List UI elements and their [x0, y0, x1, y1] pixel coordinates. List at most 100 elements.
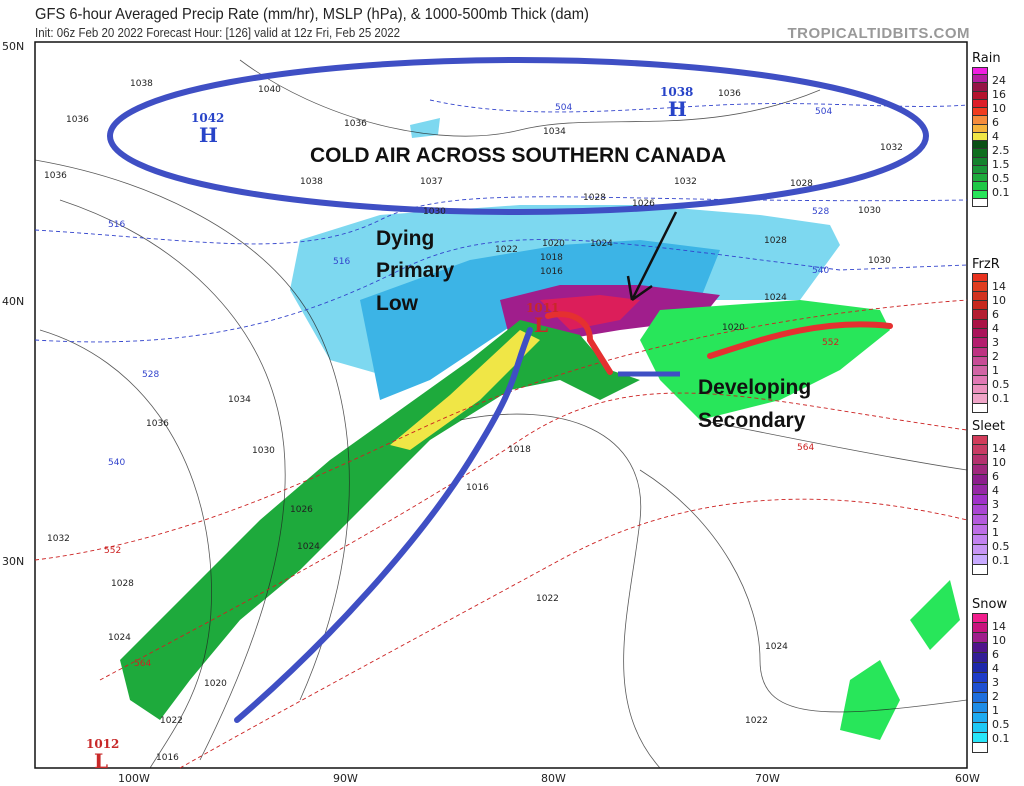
- colorbar-swatch: [972, 633, 988, 643]
- isobar-label: 1030: [423, 207, 446, 217]
- colorbar-swatch: [972, 347, 988, 357]
- colorbar-swatch: [972, 713, 988, 723]
- colorbar-label: 3: [992, 498, 999, 511]
- pressure-center-value: 1038: [660, 85, 693, 99]
- isobar-label: 1024: [297, 542, 320, 552]
- colorbar-label: 14: [992, 280, 1006, 293]
- colorbar-swatch: [972, 555, 988, 565]
- colorbar-swatch: [972, 703, 988, 713]
- colorbar-swatch: [972, 328, 988, 339]
- colorbar-title: Snow: [972, 597, 1008, 612]
- pressure-center-H: H: [668, 97, 687, 121]
- arrow-icon: [626, 211, 678, 302]
- developing-label-1: Developing: [698, 376, 811, 399]
- colorbar-label: 1: [992, 526, 999, 539]
- colorbar-swatch: [972, 683, 988, 693]
- pressure-center-value: 1011: [526, 301, 559, 315]
- colorbar-label: 0.1: [992, 554, 1010, 567]
- colorbar-swatches: 24 16 10 6 4 2.5 1.5 0.5 0.1: [972, 67, 1024, 207]
- isobar-label: 1022: [745, 716, 768, 726]
- colorbar-swatch: [972, 282, 988, 292]
- colorbar-label: 2.5: [992, 144, 1010, 157]
- colorbar-swatch: [972, 132, 988, 142]
- dying-label-2: Primary: [376, 259, 455, 282]
- colorbar-swatch: [972, 91, 988, 100]
- colorbar-label: 0.1: [992, 186, 1010, 199]
- colorbar-rain: Rain 24 16 10 6 4 2.5 1.5 0.5 0.1: [972, 50, 1024, 207]
- colorbar-swatch: [972, 108, 988, 117]
- colorbar-swatch: [972, 643, 988, 653]
- colorbar-swatch: [972, 475, 988, 485]
- colorbar-label: 10: [992, 102, 1006, 115]
- colorbar-label: 4: [992, 130, 999, 143]
- isobar-lines: [34, 59, 968, 769]
- lon-label: 80W: [541, 772, 566, 785]
- track-line: [234, 327, 533, 723]
- colorbar-swatch: [972, 83, 988, 92]
- isobar-label: 1024: [765, 642, 788, 652]
- colorbar-label: 1.5: [992, 158, 1010, 171]
- colorbar-swatch: [972, 338, 988, 348]
- colorbar-swatch: [972, 445, 988, 455]
- isobar-label: 1034: [543, 127, 566, 137]
- isobar-label: 1034: [228, 395, 251, 405]
- thickness-label: 552: [104, 546, 121, 556]
- colorbar-label: 2: [992, 690, 999, 703]
- colorbar-swatch: [972, 141, 988, 150]
- isobar-label: 1038: [300, 177, 323, 187]
- colorbar-label: 6: [992, 648, 999, 661]
- colorbar-swatch: [972, 384, 988, 395]
- colorbar-label: 6: [992, 116, 999, 129]
- isobar-label: 1024: [764, 293, 787, 303]
- colorbar-label: 1: [992, 704, 999, 717]
- colorbar-swatch: [972, 182, 988, 191]
- thickness-label: 528: [812, 207, 829, 217]
- colorbar-swatch: [972, 485, 988, 495]
- colorbar-swatch: [972, 300, 988, 311]
- colorbar-swatch: [972, 733, 988, 743]
- colorbar-swatch: [972, 435, 988, 445]
- colorbar-label: 0.5: [992, 172, 1010, 185]
- map-title: GFS 6-hour Averaged Precip Rate (mm/hr),…: [35, 6, 589, 23]
- colorbar-swatch: [972, 67, 988, 76]
- isobar-label: 1024: [108, 633, 131, 643]
- thickness-lines-warm: [34, 299, 968, 769]
- cold-air-label: COLD AIR ACROSS SOUTHERN CANADA: [310, 144, 726, 167]
- isobar-label: 1022: [160, 716, 183, 726]
- colorbar-title: Rain: [972, 51, 1001, 66]
- map-subtitle: Init: 06z Feb 20 2022 Forecast Hour: [12…: [35, 26, 401, 40]
- colorbar-frzr: FrzR 14 10 6 4 3 2 1 0.5 0.1: [972, 256, 1024, 413]
- isobar-label: 1022: [536, 594, 559, 604]
- annotation-overlay: COLD AIR ACROSS SOUTHERN CANADA Dying Pr…: [107, 57, 929, 723]
- colorbar-label: 4: [992, 484, 999, 497]
- colorbar-swatches: 14 10 6 4 3 2 1 0.5 0.1: [972, 435, 1024, 575]
- colorbar-swatch: [972, 198, 988, 207]
- developing-label-2: Secondary: [698, 409, 806, 432]
- colorbar-label: 10: [992, 294, 1006, 307]
- pressure-center-L: L: [534, 313, 548, 337]
- colorbar-label: 4: [992, 662, 999, 675]
- colorbar-title: FrzR: [972, 257, 1000, 272]
- colorbar-label: 2: [992, 512, 999, 525]
- warm-front: [545, 311, 893, 375]
- colorbar-label: 4: [992, 322, 999, 335]
- colorbar-label: 3: [992, 336, 999, 349]
- colorbar-swatch: [972, 545, 988, 555]
- isobar-label: 1032: [880, 143, 903, 153]
- lat-label: 30N: [2, 555, 24, 568]
- thickness-label: 516: [108, 220, 125, 230]
- colorbar-swatch: [972, 157, 988, 166]
- colorbar-label: 1: [992, 364, 999, 377]
- colorbar-swatch: [972, 116, 988, 125]
- thickness-label: 540: [812, 266, 829, 276]
- isobar-label: 1036: [718, 89, 741, 99]
- isobar-label: 1032: [47, 534, 70, 544]
- colorbar-label: 14: [992, 620, 1006, 633]
- colorbar-label: 0.5: [992, 540, 1010, 553]
- colorbar-swatch: [972, 124, 988, 133]
- isobar-label: 1036: [44, 171, 67, 181]
- isobar-label: 1030: [252, 446, 275, 456]
- colorbar-swatch: [972, 165, 988, 175]
- lat-label: 50N: [2, 40, 24, 53]
